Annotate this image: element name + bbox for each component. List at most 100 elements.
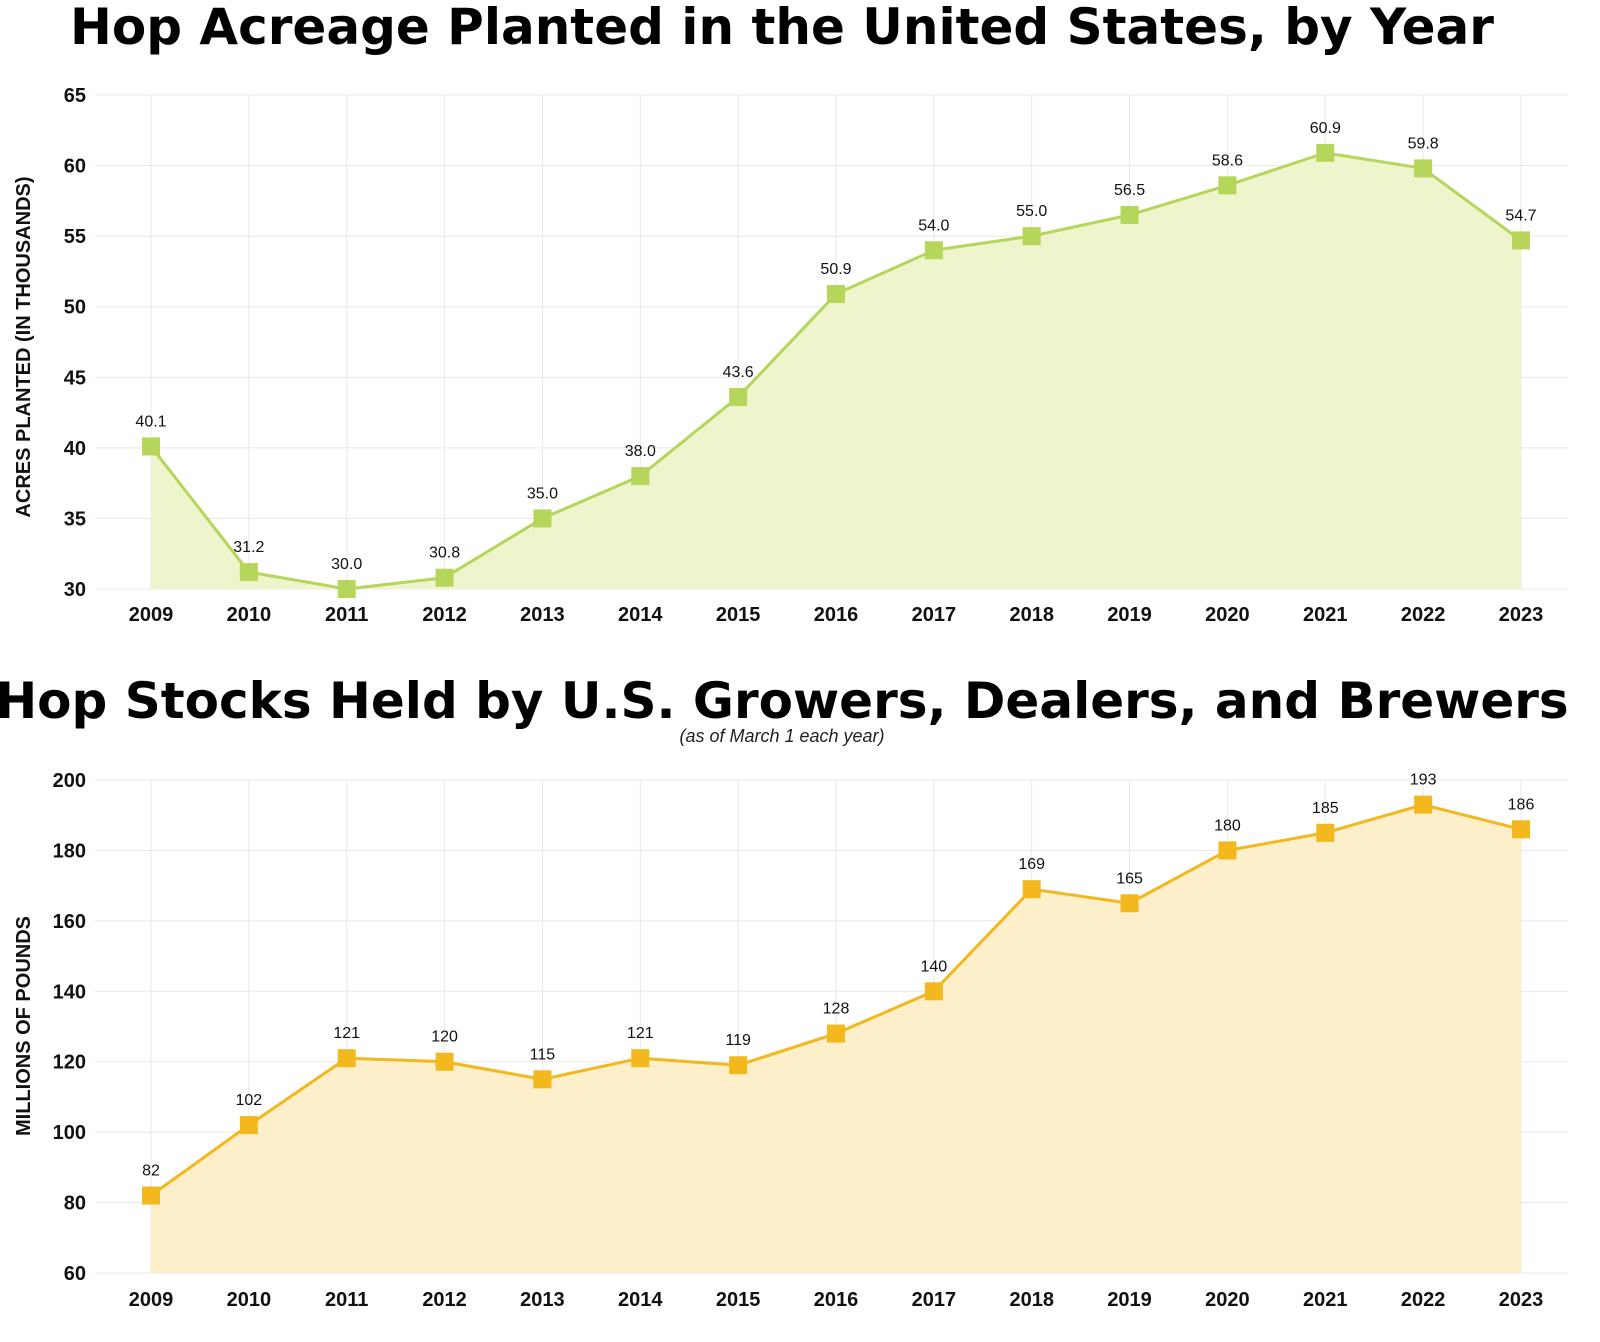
data-point-marker: [239, 1116, 258, 1135]
x-tick-label: 2017: [912, 604, 957, 626]
x-tick-label: 2022: [1401, 1289, 1446, 1311]
x-tick-label: 2023: [1499, 604, 1544, 626]
data-point-marker: [924, 241, 943, 260]
x-tick-label: 2012: [422, 604, 467, 626]
data-point-marker: [729, 388, 748, 407]
data-point-marker: [631, 467, 650, 486]
data-label: 54.7: [1505, 207, 1536, 224]
y-tick-label: 40: [64, 438, 86, 460]
data-label: 58.6: [1212, 152, 1243, 169]
data-point-marker: [337, 580, 356, 598]
x-tick-label: 2022: [1401, 604, 1446, 626]
chart2-title: Hop Stocks Held by U.S. Growers, Dealers…: [0, 672, 1569, 730]
data-point-marker: [1022, 880, 1041, 899]
data-label: 115: [530, 1046, 556, 1063]
x-tick-label: 2019: [1107, 1289, 1152, 1311]
data-label: 59.8: [1408, 135, 1439, 152]
data-point-marker: [827, 285, 845, 304]
y-tick-label: 180: [53, 840, 86, 862]
x-tick-label: 2016: [814, 1289, 859, 1311]
data-point-marker: [1218, 841, 1237, 860]
x-tick-label: 2010: [227, 604, 272, 626]
data-label: 128: [823, 1001, 850, 1018]
x-tick-label: 2014: [618, 604, 663, 626]
data-point-marker: [729, 1056, 748, 1075]
x-tick-label: 2020: [1205, 604, 1250, 626]
data-point-marker: [1512, 820, 1530, 839]
y-tick-label: 120: [53, 1052, 86, 1074]
data-point-marker: [924, 982, 943, 1001]
chart2-ylabel: MILLIONS OF POUNDS: [13, 916, 35, 1136]
data-point-marker: [337, 1049, 356, 1068]
x-tick-label: 2021: [1303, 604, 1348, 626]
area-fill: [151, 152, 1521, 589]
data-point-marker: [435, 1052, 454, 1071]
x-tick-label: 2020: [1205, 1289, 1250, 1311]
x-tick-label: 2021: [1303, 1289, 1348, 1311]
data-label: 43.6: [723, 364, 754, 381]
x-tick-label: 2019: [1107, 604, 1152, 626]
data-point-marker: [1414, 795, 1433, 814]
data-point-marker: [1512, 231, 1530, 250]
data-point-marker: [1120, 205, 1139, 224]
data-point-marker: [827, 1024, 845, 1043]
data-label: 193: [1410, 772, 1437, 789]
data-label: 121: [627, 1025, 654, 1042]
data-label: 186: [1508, 796, 1535, 813]
data-label: 121: [333, 1025, 360, 1042]
data-label: 54.0: [918, 217, 949, 234]
data-label: 185: [1312, 800, 1339, 817]
data-point-marker: [631, 1049, 650, 1068]
data-label: 30.0: [331, 556, 362, 573]
data-label: 31.2: [233, 539, 264, 556]
data-point-marker: [1120, 894, 1139, 913]
data-label: 140: [921, 958, 948, 975]
y-tick-label: 55: [64, 226, 86, 248]
data-label: 180: [1214, 817, 1241, 834]
x-tick-label: 2015: [716, 604, 761, 626]
data-label: 56.5: [1114, 182, 1145, 199]
y-tick-label: 30: [64, 579, 86, 601]
data-label: 38.0: [625, 443, 656, 460]
data-point-marker: [1218, 176, 1237, 195]
y-tick-label: 50: [64, 297, 86, 319]
chart1-plot: 30 35 40 45 50 55 60 65 2009 2010 2011 2012 2013 2014…: [64, 85, 1568, 626]
y-tick-label: 200: [53, 770, 86, 792]
data-label: 82: [142, 1163, 160, 1180]
data-label: 30.8: [429, 545, 460, 562]
x-tick-label: 2013: [520, 1289, 565, 1311]
data-point-marker: [533, 509, 552, 528]
data-label: 50.9: [820, 261, 851, 278]
x-tick-label: 2017: [912, 1289, 957, 1311]
x-tick-label: 2013: [520, 604, 565, 626]
x-tick-label: 2011: [325, 604, 368, 626]
data-point-marker: [1022, 227, 1041, 246]
data-point-marker: [239, 563, 258, 582]
data-label: 55.0: [1016, 203, 1047, 220]
y-tick-label: 60: [64, 1263, 86, 1285]
y-tick-label: 140: [53, 981, 86, 1003]
x-tick-label: 2010: [227, 1289, 272, 1311]
x-tick-label: 2009: [129, 604, 174, 626]
y-tick-label: 65: [64, 85, 86, 107]
y-tick-label: 160: [53, 911, 86, 933]
x-tick-label: 2016: [814, 604, 859, 626]
data-label: 102: [236, 1092, 263, 1109]
y-tick-label: 100: [53, 1122, 86, 1144]
y-tick-label: 35: [64, 508, 86, 530]
data-label: 165: [1116, 870, 1143, 887]
data-point-marker: [435, 568, 454, 587]
x-tick-label: 2018: [1009, 1289, 1054, 1311]
chart2-plot: 60 80 100 120 140 160 180 200 2009 2010 2011 2012 20…: [53, 770, 1568, 1311]
data-label: 120: [431, 1029, 458, 1046]
y-tick-label: 60: [64, 156, 86, 178]
x-tick-label: 2011: [325, 1289, 368, 1311]
data-label: 169: [1018, 856, 1045, 873]
data-point-marker: [1316, 823, 1335, 842]
x-tick-label: 2014: [618, 1289, 663, 1311]
data-label: 119: [725, 1032, 751, 1049]
data-point-marker: [1316, 143, 1335, 162]
x-tick-label: 2023: [1499, 1289, 1544, 1311]
data-point-marker: [142, 1186, 160, 1205]
